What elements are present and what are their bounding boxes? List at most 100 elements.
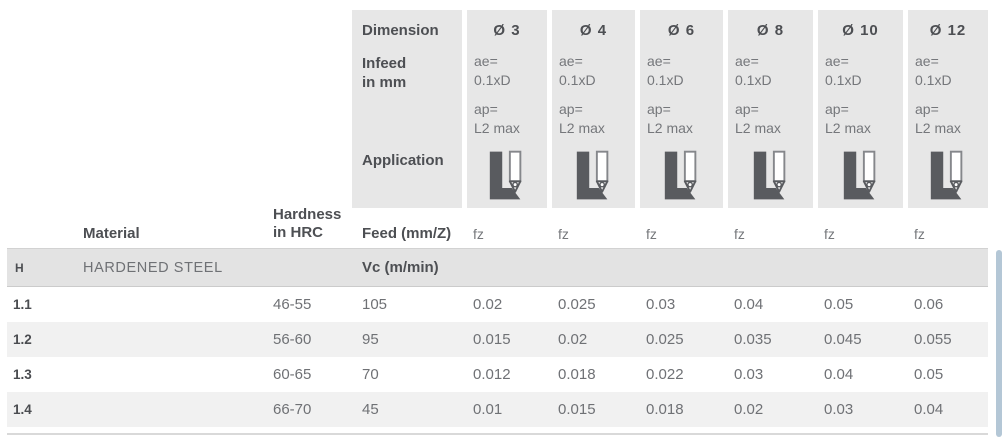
row-id: 1.1 <box>13 297 32 312</box>
vc-value: 95 <box>362 331 379 348</box>
dia-label: Ø 3 <box>493 22 521 39</box>
dia-column-d12: Ø 12 ae= 0.1xD ap= L2 max <box>908 10 988 208</box>
application-label: Application <box>362 152 444 169</box>
fz-value: 0.015 <box>558 401 596 418</box>
dimension-label: Dimension <box>362 22 439 39</box>
dia-column-d3: Ø 3 ae= 0.1xD ap= L2 max <box>467 10 547 208</box>
fz-value: 0.03 <box>646 296 676 313</box>
fz-value: 0.022 <box>646 366 684 383</box>
material-group-band: H HARDENED STEEL Vc (m/min) <box>7 248 988 287</box>
header-label-column: Dimension Infeed in mm Application <box>352 10 462 208</box>
table-row: 1.1 46-55 105 0.02 0.025 0.03 0.04 0.05 … <box>7 287 988 322</box>
table-header: Dimension Infeed in mm Application Ø 3 a… <box>352 10 988 208</box>
fz-value: 0.05 <box>914 366 944 383</box>
dia-column-d10: Ø 10 ae= 0.1xD ap= L2 max <box>818 10 903 208</box>
fz-value: 0.05 <box>824 296 854 313</box>
fz-symbol: fz <box>734 226 745 242</box>
ap-symbol: ap= <box>915 101 939 117</box>
ap-infeed: ap= L2 max <box>735 100 781 138</box>
dia-column-d4: Ø 4 ae= 0.1xD ap= L2 max <box>552 10 635 208</box>
ap-infeed: ap= L2 max <box>647 100 693 138</box>
fz-value: 0.02 <box>473 296 503 313</box>
infeed-label-line2: in mm <box>362 74 407 91</box>
fz-symbol: fz <box>473 226 484 242</box>
feed-column-header: Feed (mm/Z) <box>362 225 452 242</box>
ap-value: L2 max <box>647 120 693 136</box>
fz-value: 0.03 <box>824 401 854 418</box>
hardness-value: 66-70 <box>273 401 312 418</box>
vc-value: 45 <box>362 401 379 418</box>
dia-label: Ø 6 <box>667 22 696 39</box>
ap-symbol: ap= <box>647 101 671 117</box>
ap-symbol: ap= <box>559 101 583 117</box>
dia-label: Ø 10 <box>842 22 879 39</box>
application-corner-plunge-icon <box>840 148 882 205</box>
application-corner-plunge-icon <box>486 148 528 205</box>
application-corner-plunge-icon <box>661 148 703 205</box>
ap-infeed: ap= L2 max <box>915 100 961 138</box>
fz-value: 0.04 <box>914 401 944 418</box>
row-id: 1.3 <box>13 367 32 382</box>
fz-value: 0.04 <box>824 366 854 383</box>
ae-value: 0.1xD <box>647 72 684 88</box>
material-column-header: Material <box>83 225 140 242</box>
hardness-header-line2: in HRC <box>273 224 323 241</box>
application-corner-plunge-icon <box>750 148 792 205</box>
fz-symbol: fz <box>646 226 657 242</box>
fz-value: 0.055 <box>914 331 952 348</box>
vc-label: Vc (m/min) <box>362 259 439 276</box>
application-corner-plunge-icon <box>927 148 969 205</box>
dia-label: Ø 4 <box>579 22 608 39</box>
ae-symbol: ae= <box>825 53 849 69</box>
ae-symbol: ae= <box>735 53 759 69</box>
material-group-code: H <box>15 260 24 275</box>
ap-symbol: ap= <box>474 101 498 117</box>
ae-value: 0.1xD <box>915 72 952 88</box>
fz-value: 0.045 <box>824 331 862 348</box>
infeed-label-line1: Infeed <box>362 55 407 72</box>
ae-infeed: ae= 0.1xD <box>915 52 952 90</box>
ae-symbol: ae= <box>559 53 583 69</box>
ae-infeed: ae= 0.1xD <box>559 52 596 90</box>
ae-infeed: ae= 0.1xD <box>647 52 684 90</box>
ap-symbol: ap= <box>735 101 759 117</box>
ae-infeed: ae= 0.1xD <box>825 52 862 90</box>
table-bottom-border <box>7 433 988 435</box>
fz-value: 0.03 <box>734 366 764 383</box>
fz-value: 0.025 <box>558 296 596 313</box>
ae-symbol: ae= <box>474 53 498 69</box>
fz-value: 0.018 <box>558 366 596 383</box>
fz-symbol: fz <box>914 226 925 242</box>
dia-label: Ø 8 <box>756 22 785 39</box>
table-row: 1.2 56-60 95 0.015 0.02 0.025 0.035 0.04… <box>7 322 988 357</box>
infeed-label: Infeed in mm <box>362 54 406 92</box>
ae-value: 0.1xD <box>735 72 772 88</box>
ae-value: 0.1xD <box>559 72 596 88</box>
material-group-name: HARDENED STEEL <box>83 259 223 276</box>
fz-symbol: fz <box>824 226 835 242</box>
fz-value: 0.01 <box>473 401 503 418</box>
ae-infeed: ae= 0.1xD <box>735 52 772 90</box>
vertical-scrollbar-thumb[interactable] <box>996 250 1002 437</box>
fz-value: 0.04 <box>734 296 764 313</box>
ae-symbol: ae= <box>915 53 939 69</box>
ap-value: L2 max <box>735 120 781 136</box>
dia-label: Ø 12 <box>929 22 967 39</box>
ap-infeed: ap= L2 max <box>825 100 871 138</box>
ap-value: L2 max <box>474 120 520 136</box>
fz-value: 0.015 <box>473 331 511 348</box>
fz-value: 0.035 <box>734 331 772 348</box>
hardness-value: 60-65 <box>273 366 312 383</box>
fz-value: 0.018 <box>646 401 684 418</box>
hardness-header-line1: Hardness <box>273 206 342 223</box>
ae-symbol: ae= <box>647 53 671 69</box>
fz-value: 0.025 <box>646 331 684 348</box>
fz-value: 0.02 <box>558 331 588 348</box>
fz-symbol: fz <box>558 226 569 242</box>
ap-value: L2 max <box>915 120 961 136</box>
ae-value: 0.1xD <box>474 72 511 88</box>
hardness-column-header: Hardness in HRC <box>270 206 352 248</box>
vc-value: 105 <box>362 296 388 313</box>
ap-value: L2 max <box>559 120 605 136</box>
